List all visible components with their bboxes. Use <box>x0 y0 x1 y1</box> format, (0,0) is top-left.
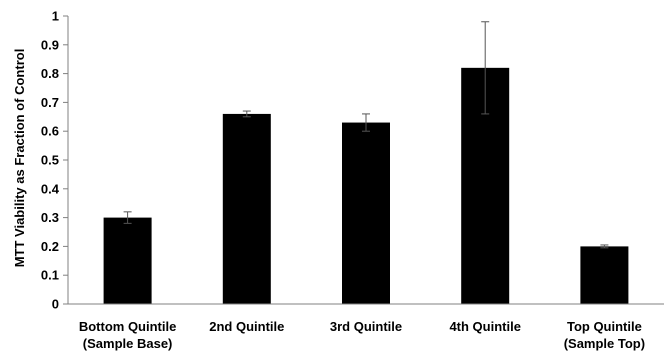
error-bar <box>600 244 609 249</box>
x-tick-label-line: 2nd Quintile <box>209 319 284 334</box>
x-tick-label: 2nd Quintile <box>209 319 284 334</box>
y-tick-label: 0.7 <box>41 95 59 110</box>
y-tick-label: 0 <box>52 297 59 312</box>
x-tick-label-line: 3rd Quintile <box>330 319 402 334</box>
error-bar <box>362 113 370 132</box>
x-tick-label-line: (Sample Top) <box>564 336 645 351</box>
bar <box>342 122 390 304</box>
y-tick-label: 0.8 <box>41 66 59 81</box>
x-tick-label: 4th Quintile <box>449 319 521 334</box>
x-tick-label: Bottom Quintile (Sample Base) <box>79 319 177 351</box>
y-tick-label: 0.4 <box>41 181 60 196</box>
y-tick-label: 0.3 <box>41 210 59 225</box>
y-tick-label: 0.2 <box>41 239 59 254</box>
y-tick-label: 0.1 <box>41 268 59 283</box>
y-tick-label: 0.6 <box>41 124 59 139</box>
x-tick-label-line: (Sample Base) <box>83 336 173 351</box>
x-axis: Bottom Quintile (Sample Base) 2nd Quintile… <box>79 319 645 351</box>
x-tick-label-line: Top Quintile <box>567 319 642 334</box>
y-tick-label: 0.5 <box>41 153 59 168</box>
bar <box>103 217 152 304</box>
y-axis: 0 0.1 0.2 0.3 0.4 0.5 0.6 0.7 0.8 0.9 1 <box>41 9 68 312</box>
x-tick-label-line: 4th Quintile <box>449 319 521 334</box>
x-tick-label-line: Bottom Quintile <box>79 319 177 334</box>
bar <box>222 113 271 304</box>
x-tick-label: 3rd Quintile <box>330 319 402 334</box>
error-bar <box>123 211 132 224</box>
bar <box>580 246 629 304</box>
y-tick-label: 0.9 <box>41 37 59 52</box>
y-tick-label: 1 <box>52 9 59 24</box>
error-bar <box>242 110 251 118</box>
error-bar <box>481 21 490 115</box>
bars <box>103 21 629 304</box>
y-axis-title: MTT Viability as Fraction of Control <box>12 49 27 268</box>
x-tick-label: Top Quintile (Sample Top) <box>564 319 645 351</box>
